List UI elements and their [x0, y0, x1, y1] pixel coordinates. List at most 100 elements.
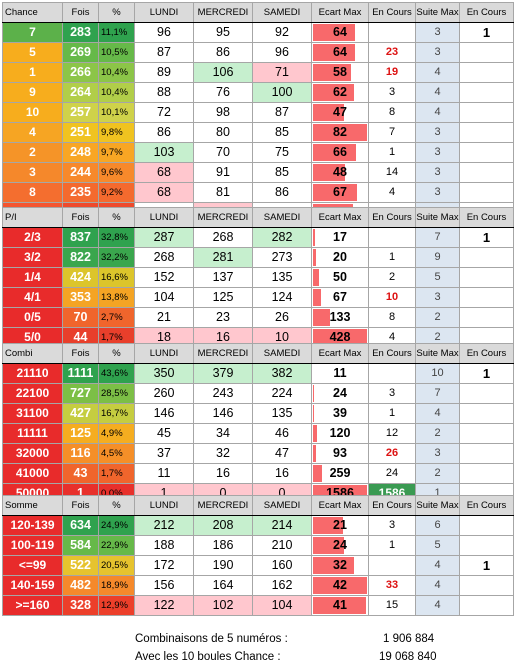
en-cours-suite-cell: [459, 42, 514, 63]
column-header: Ecart Max: [311, 343, 369, 364]
lundi-cell: 68: [134, 182, 194, 203]
count-cell: 837: [62, 227, 99, 248]
percent-cell: 2,7%: [98, 307, 135, 328]
ecart-max-cell: 50: [311, 267, 369, 288]
en-cours-suite-cell: [459, 463, 514, 484]
ecart-bar: [313, 465, 322, 482]
table-row: 2 248 9,7% 103 70 75 66 1 3: [2, 142, 514, 163]
ecart-value: 11: [333, 366, 347, 380]
en-cours-cell: [368, 22, 416, 43]
percent-cell: 10,4%: [98, 62, 135, 83]
ecart-value: 67: [333, 290, 347, 304]
count-cell: 634: [62, 515, 99, 536]
column-header: Suite Max: [415, 495, 460, 516]
percent-cell: 28,5%: [98, 383, 135, 404]
percent-cell: 24,9%: [98, 515, 135, 536]
en-cours-suite-cell: [459, 82, 514, 103]
table-title: Combi: [2, 343, 63, 364]
ecart-max-cell: 64: [311, 22, 369, 43]
percent-cell: 43,6%: [98, 363, 135, 384]
en-cours-cell: 33: [368, 575, 416, 596]
table-row: 5 269 10,5% 87 86 96 64 23 3: [2, 42, 514, 63]
row-label: 2: [2, 142, 63, 163]
lundi-cell: 188: [134, 535, 194, 556]
count-cell: 251: [62, 122, 99, 143]
ecart-bar: [313, 84, 354, 101]
row-label: 5/0: [2, 327, 63, 348]
samedi-cell: 26: [252, 307, 312, 328]
suite-max-cell: 4: [415, 82, 460, 103]
percent-cell: 9,2%: [98, 182, 135, 203]
ecart-max-cell: 42: [311, 575, 369, 596]
row-label: 1: [2, 62, 63, 83]
mercredi-cell: 70: [193, 142, 253, 163]
ecart-max-cell: 62: [311, 82, 369, 103]
percent-cell: 32,2%: [98, 247, 135, 268]
row-label: <=99: [2, 555, 63, 576]
suite-max-cell: 4: [415, 555, 460, 576]
table-row: >=160 328 12,9% 122 102 104 41 15 4: [2, 595, 514, 616]
en-cours-suite-cell: [459, 287, 514, 308]
percent-cell: 13,8%: [98, 287, 135, 308]
suite-max-cell: 7: [415, 227, 460, 248]
count-cell: 269: [62, 42, 99, 63]
en-cours-cell: 8: [368, 102, 416, 123]
mercredi-cell: 95: [193, 22, 253, 43]
mercredi-cell: 190: [193, 555, 253, 576]
row-label: 1/4: [2, 267, 63, 288]
lundi-cell: 45: [134, 423, 194, 444]
suite-max-cell: 5: [415, 267, 460, 288]
en-cours-cell: 15: [368, 595, 416, 616]
samedi-cell: 75: [252, 142, 312, 163]
ecart-max-cell: 24: [311, 383, 369, 404]
lundi-cell: 103: [134, 142, 194, 163]
column-header: En Cours: [368, 343, 416, 364]
suite-max-cell: 3: [415, 142, 460, 163]
en-cours-cell: 26: [368, 443, 416, 464]
ecart-bar: [313, 385, 314, 402]
count-cell: 235: [62, 182, 99, 203]
en-cours-suite-cell: [459, 535, 514, 556]
table-row: 21110 1111 43,6% 350 379 382 11 10 1: [2, 363, 514, 384]
count-cell: 257: [62, 102, 99, 123]
ecart-value: 32: [333, 558, 347, 572]
lundi-cell: 96: [134, 22, 194, 43]
lundi-cell: 11: [134, 463, 194, 484]
samedi-cell: 135: [252, 267, 312, 288]
ecart-max-cell: 17: [311, 227, 369, 248]
row-label: 31100: [2, 403, 63, 424]
samedi-cell: 224: [252, 383, 312, 404]
samedi-cell: 87: [252, 102, 312, 123]
en-cours-cell: 23: [368, 42, 416, 63]
ecart-max-cell: 24: [311, 535, 369, 556]
table-title: P/I: [2, 207, 63, 228]
count-cell: 727: [62, 383, 99, 404]
column-header: Suite Max: [415, 207, 460, 228]
ecart-value: 93: [333, 446, 347, 460]
ecart-max-cell: 21: [311, 515, 369, 536]
lundi-cell: 87: [134, 42, 194, 63]
en-cours-suite-cell: [459, 247, 514, 268]
en-cours-suite-cell: [459, 595, 514, 616]
ecart-bar: [313, 329, 367, 346]
header-row: Combi Fois% LUNDI MERCREDI SAMEDI Ecart Max En…: [2, 343, 514, 364]
ecart-bar: [313, 289, 321, 306]
percent-cell: 32,8%: [98, 227, 135, 248]
ecart-max-cell: 133: [311, 307, 369, 328]
row-label: 7: [2, 22, 63, 43]
ecart-max-cell: 11: [311, 363, 369, 384]
en-cours-cell: 19: [368, 62, 416, 83]
en-cours-suite-cell: [459, 142, 514, 163]
table-row: <=99 522 20,5% 172 190 160 32 4 1: [2, 555, 514, 576]
column-header: %: [98, 343, 135, 364]
suite-max-cell: 3: [415, 182, 460, 203]
en-cours-cell: [368, 227, 416, 248]
lundi-cell: 287: [134, 227, 194, 248]
ecart-value: 64: [333, 45, 347, 59]
row-label: 3: [2, 162, 63, 183]
en-cours-cell: 12: [368, 423, 416, 444]
mercredi-cell: 91: [193, 162, 253, 183]
table-row: 3/2 822 32,2% 268 281 273 20 1 9: [2, 247, 514, 268]
ecart-value: 39: [333, 406, 347, 420]
lundi-cell: 37: [134, 443, 194, 464]
